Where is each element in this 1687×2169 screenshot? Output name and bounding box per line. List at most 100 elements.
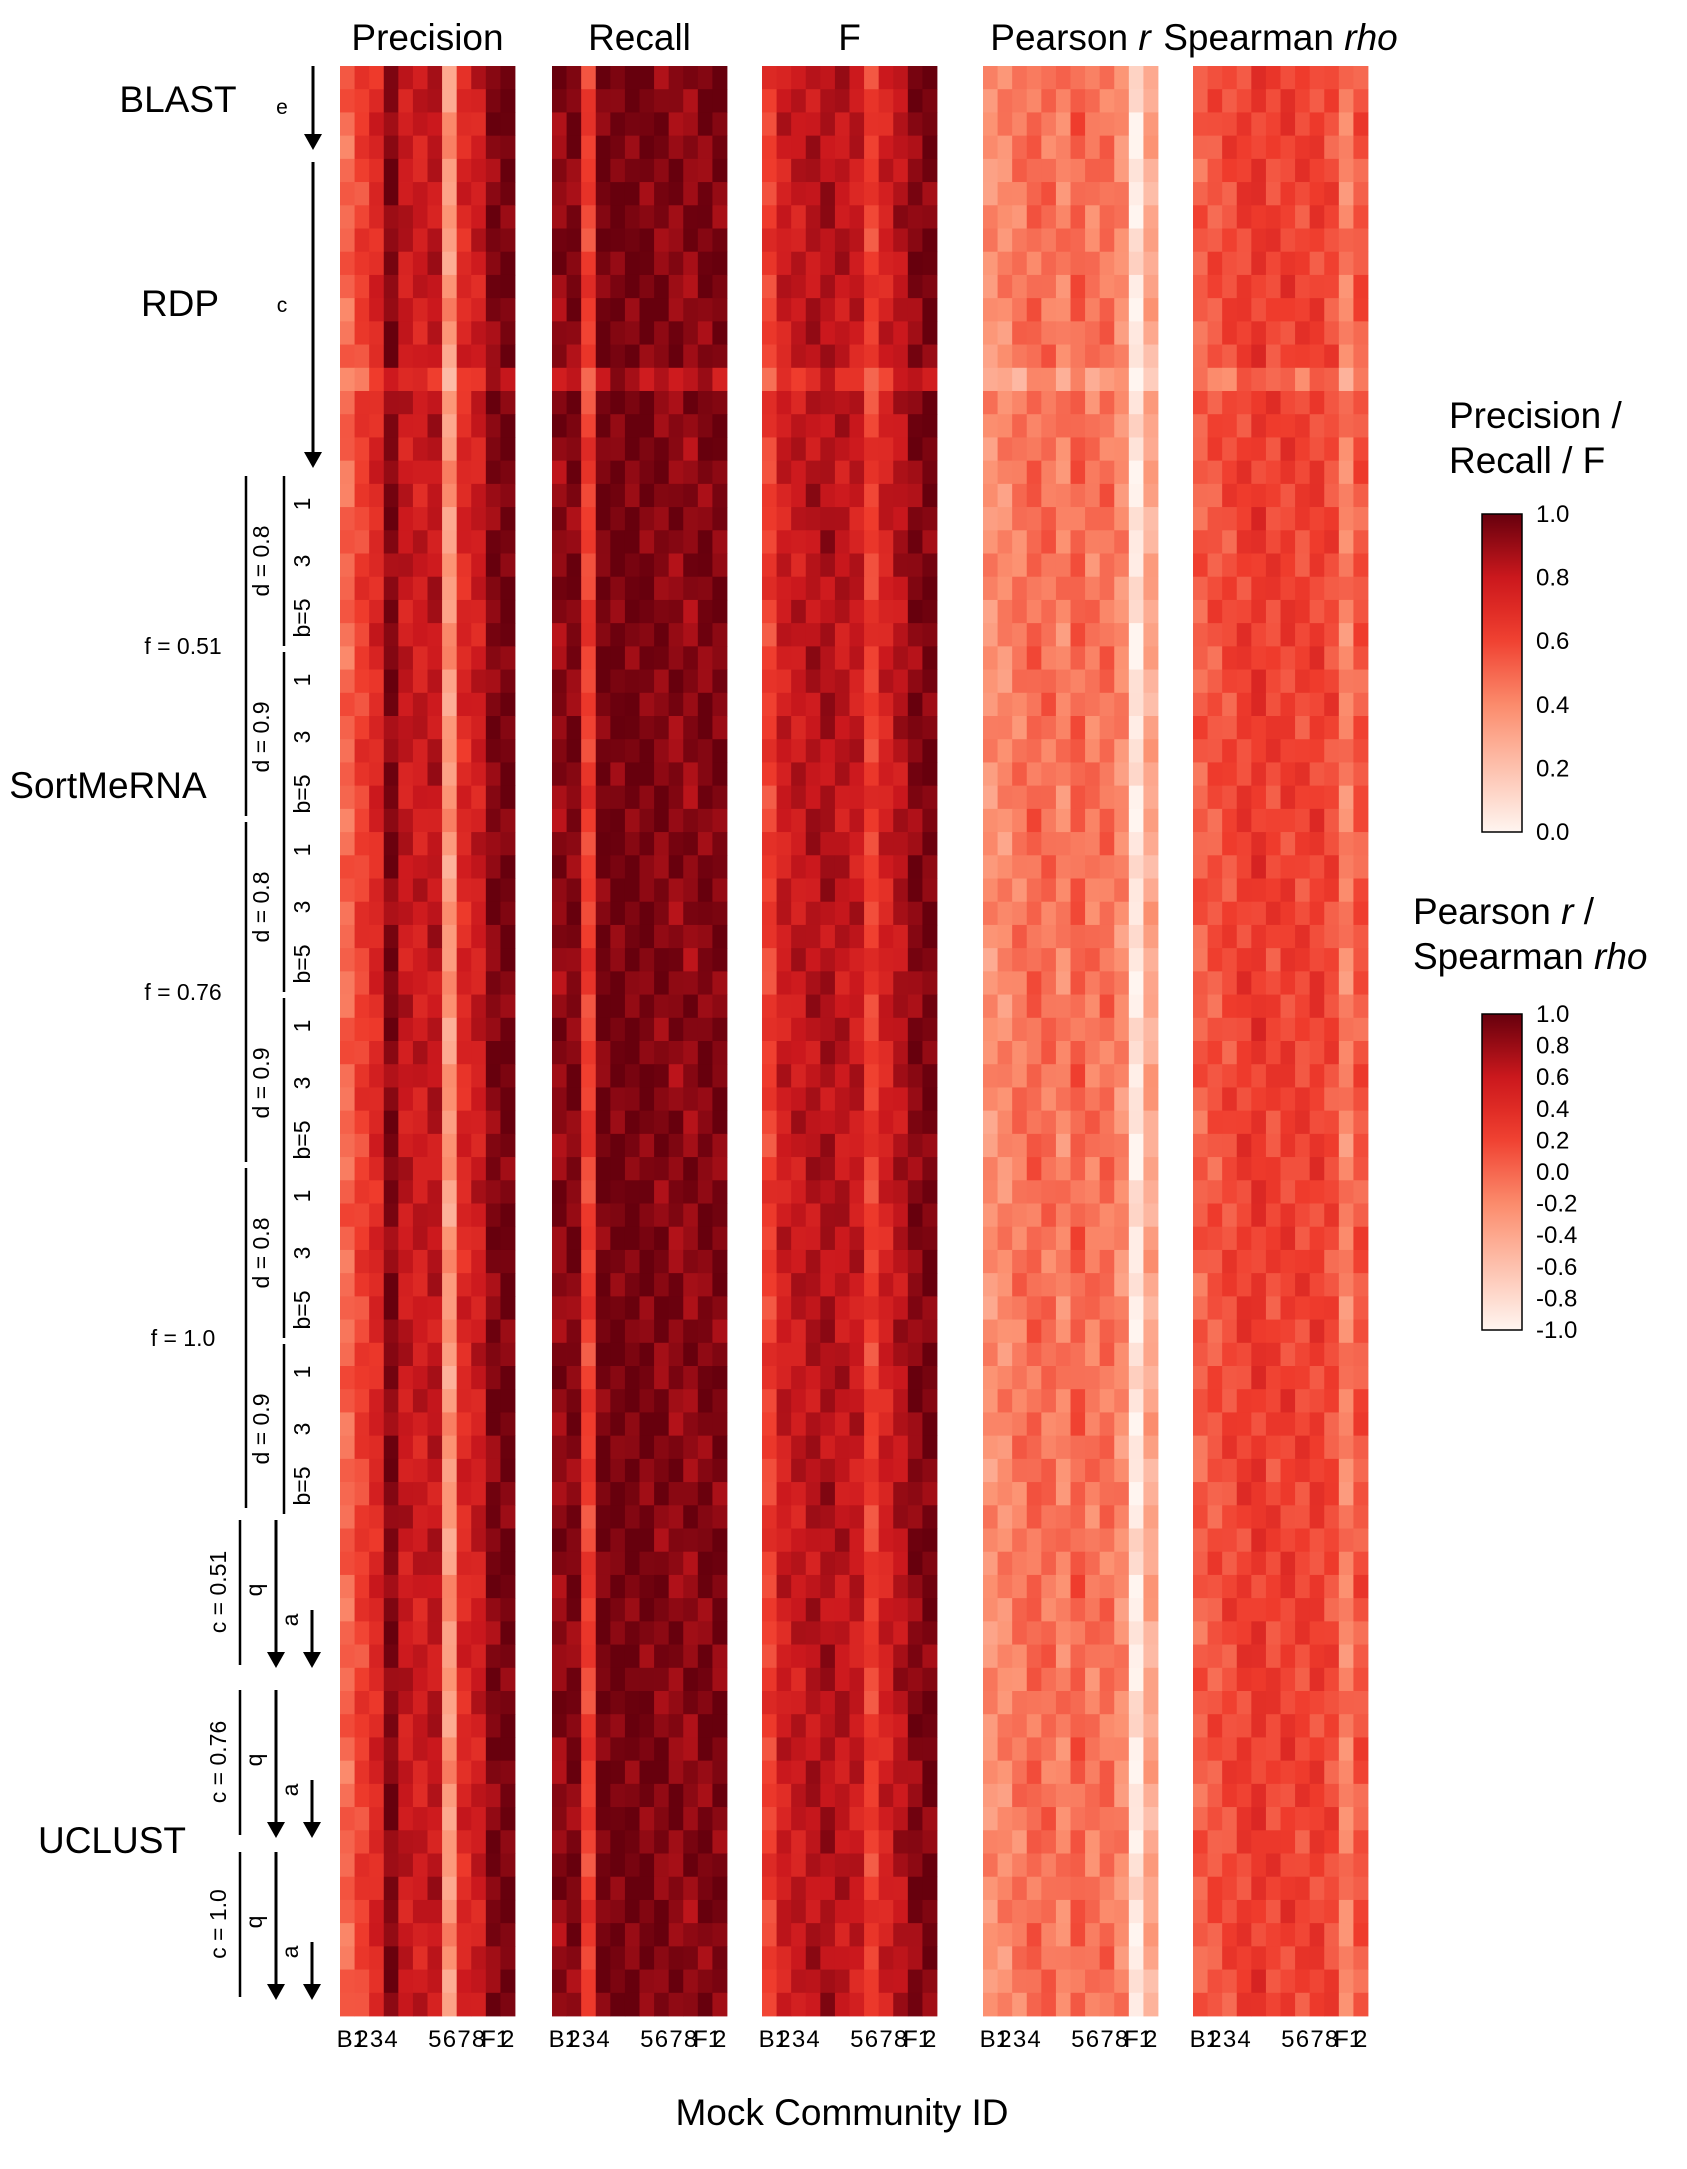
- heatmap-cell: [997, 1366, 1013, 1390]
- heatmap-cell: [997, 1017, 1013, 1042]
- heatmap-cell: [1128, 1992, 1144, 2017]
- heatmap-cell: [654, 1458, 670, 1483]
- heatmap-cell: [1114, 1366, 1130, 1390]
- heatmap-cell: [864, 1110, 880, 1135]
- heatmap-cell: [1193, 507, 1208, 531]
- heatmap-cell: [1280, 971, 1296, 995]
- heatmap-cell: [864, 1621, 880, 1645]
- heatmap-cell: [791, 344, 807, 369]
- heatmap-cell: [624, 1992, 640, 2017]
- heatmap-cell: [1222, 1714, 1238, 1738]
- heatmap-cell: [412, 948, 428, 972]
- heatmap-cell: [1012, 646, 1028, 670]
- heatmap-cell: [1222, 785, 1238, 810]
- heatmap-cell: [1012, 553, 1028, 578]
- heatmap-cell: [820, 1133, 836, 1158]
- heatmap-cell: [1295, 739, 1311, 763]
- heatmap-cell: [1041, 1899, 1057, 1924]
- heatmap-cell: [1143, 66, 1159, 90]
- heatmap-cell: [581, 228, 597, 253]
- heatmap-cell: [1353, 901, 1369, 926]
- heatmap-cell: [922, 1017, 938, 1042]
- heatmap-cell: [1193, 1296, 1208, 1320]
- heatmap-cell: [712, 1087, 728, 1112]
- heatmap-cell: [1026, 1041, 1042, 1065]
- heatmap-cell: [639, 1969, 655, 1994]
- heatmap-cell: [1055, 1667, 1071, 1692]
- heatmap-cell: [595, 1296, 611, 1320]
- heatmap-cell: [1207, 1667, 1223, 1692]
- heatmap-cell: [566, 507, 582, 531]
- heatmap-cell: [1338, 599, 1354, 624]
- heatmap-cell: [1324, 1435, 1340, 1460]
- heatmap-cell: [683, 228, 699, 253]
- heatmap-cell: [776, 1783, 792, 1808]
- heatmap-cell: [427, 948, 443, 972]
- heatmap-cell: [1280, 1830, 1296, 1854]
- heatmap-cell: [566, 1691, 582, 1715]
- heatmap-cell: [1207, 228, 1223, 253]
- heatmap-cell: [354, 1551, 370, 1576]
- heatmap-cell: [922, 1923, 938, 1947]
- heatmap-cell: [340, 716, 355, 740]
- heatmap-cell: [398, 274, 414, 299]
- heatmap-cell: [442, 924, 458, 949]
- heatmap-cell: [581, 1412, 597, 1437]
- heatmap-cell: [1099, 739, 1115, 763]
- heatmap-cell: [456, 1458, 472, 1483]
- heatmap-cell: [442, 1273, 458, 1297]
- heatmap-cell: [983, 855, 998, 879]
- heatmap-cell: [762, 89, 777, 113]
- heatmap-cell: [369, 1644, 385, 1669]
- heatmap-cell: [1085, 1319, 1101, 1344]
- heatmap-cell: [834, 1691, 850, 1715]
- heatmap-cell: [805, 1249, 821, 1274]
- heatmap-cell: [442, 855, 458, 879]
- heatmap-cell: [1236, 1087, 1252, 1112]
- heatmap-cell: [624, 1203, 640, 1228]
- heatmap-cell: [566, 1667, 582, 1692]
- heatmap-cell: [1099, 391, 1115, 415]
- heatmap-cell: [624, 1296, 640, 1320]
- heatmap-cell: [1353, 344, 1369, 369]
- heatmap-cell: [1222, 1249, 1238, 1274]
- heatmap-cell: [624, 298, 640, 322]
- heatmap-cell: [1324, 1110, 1340, 1135]
- heatmap-cell: [427, 1273, 443, 1297]
- heatmap-cell: [878, 135, 894, 160]
- heatmap-cell: [552, 1760, 567, 1785]
- heatmap-cell: [485, 1110, 501, 1135]
- heatmap-cell: [864, 1087, 880, 1112]
- heatmap-cell: [893, 298, 909, 322]
- heatmap-cell: [983, 298, 998, 322]
- heatmap-cell: [427, 1714, 443, 1738]
- heatmap-cell: [471, 1458, 487, 1483]
- heatmap-cell: [1128, 1133, 1144, 1158]
- heatmap-cell: [500, 855, 516, 879]
- heatmap-cell: [610, 530, 626, 554]
- heatmap-cell: [1026, 1203, 1042, 1228]
- heatmap-cell: [776, 1087, 792, 1112]
- heatmap-cell: [398, 1505, 414, 1529]
- heatmap-cell: [552, 182, 567, 206]
- heatmap-cell: [1324, 391, 1340, 415]
- heatmap-cell: [1055, 66, 1071, 90]
- heatmap-cell: [412, 762, 428, 787]
- heatmap-cell: [1265, 344, 1281, 369]
- heatmap-cell: [1207, 1157, 1223, 1181]
- heatmap-cell: [997, 924, 1013, 949]
- heatmap-cell: [820, 808, 836, 833]
- heatmap-cell: [1085, 1621, 1101, 1645]
- heatmap-cell: [639, 739, 655, 763]
- heatmap-cell: [893, 414, 909, 438]
- heatmap-cell: [500, 1342, 516, 1367]
- heatmap-cell: [791, 1574, 807, 1599]
- heatmap-cell: [654, 948, 670, 972]
- heatmap-cell: [427, 1946, 443, 1970]
- heatmap-cell: [1236, 135, 1252, 160]
- heatmap-cell: [1280, 1110, 1296, 1135]
- heatmap-cell: [581, 1598, 597, 1622]
- heatmap-cell: [791, 460, 807, 485]
- heatmap-cell: [624, 1249, 640, 1274]
- heatmap-cell: [697, 646, 713, 670]
